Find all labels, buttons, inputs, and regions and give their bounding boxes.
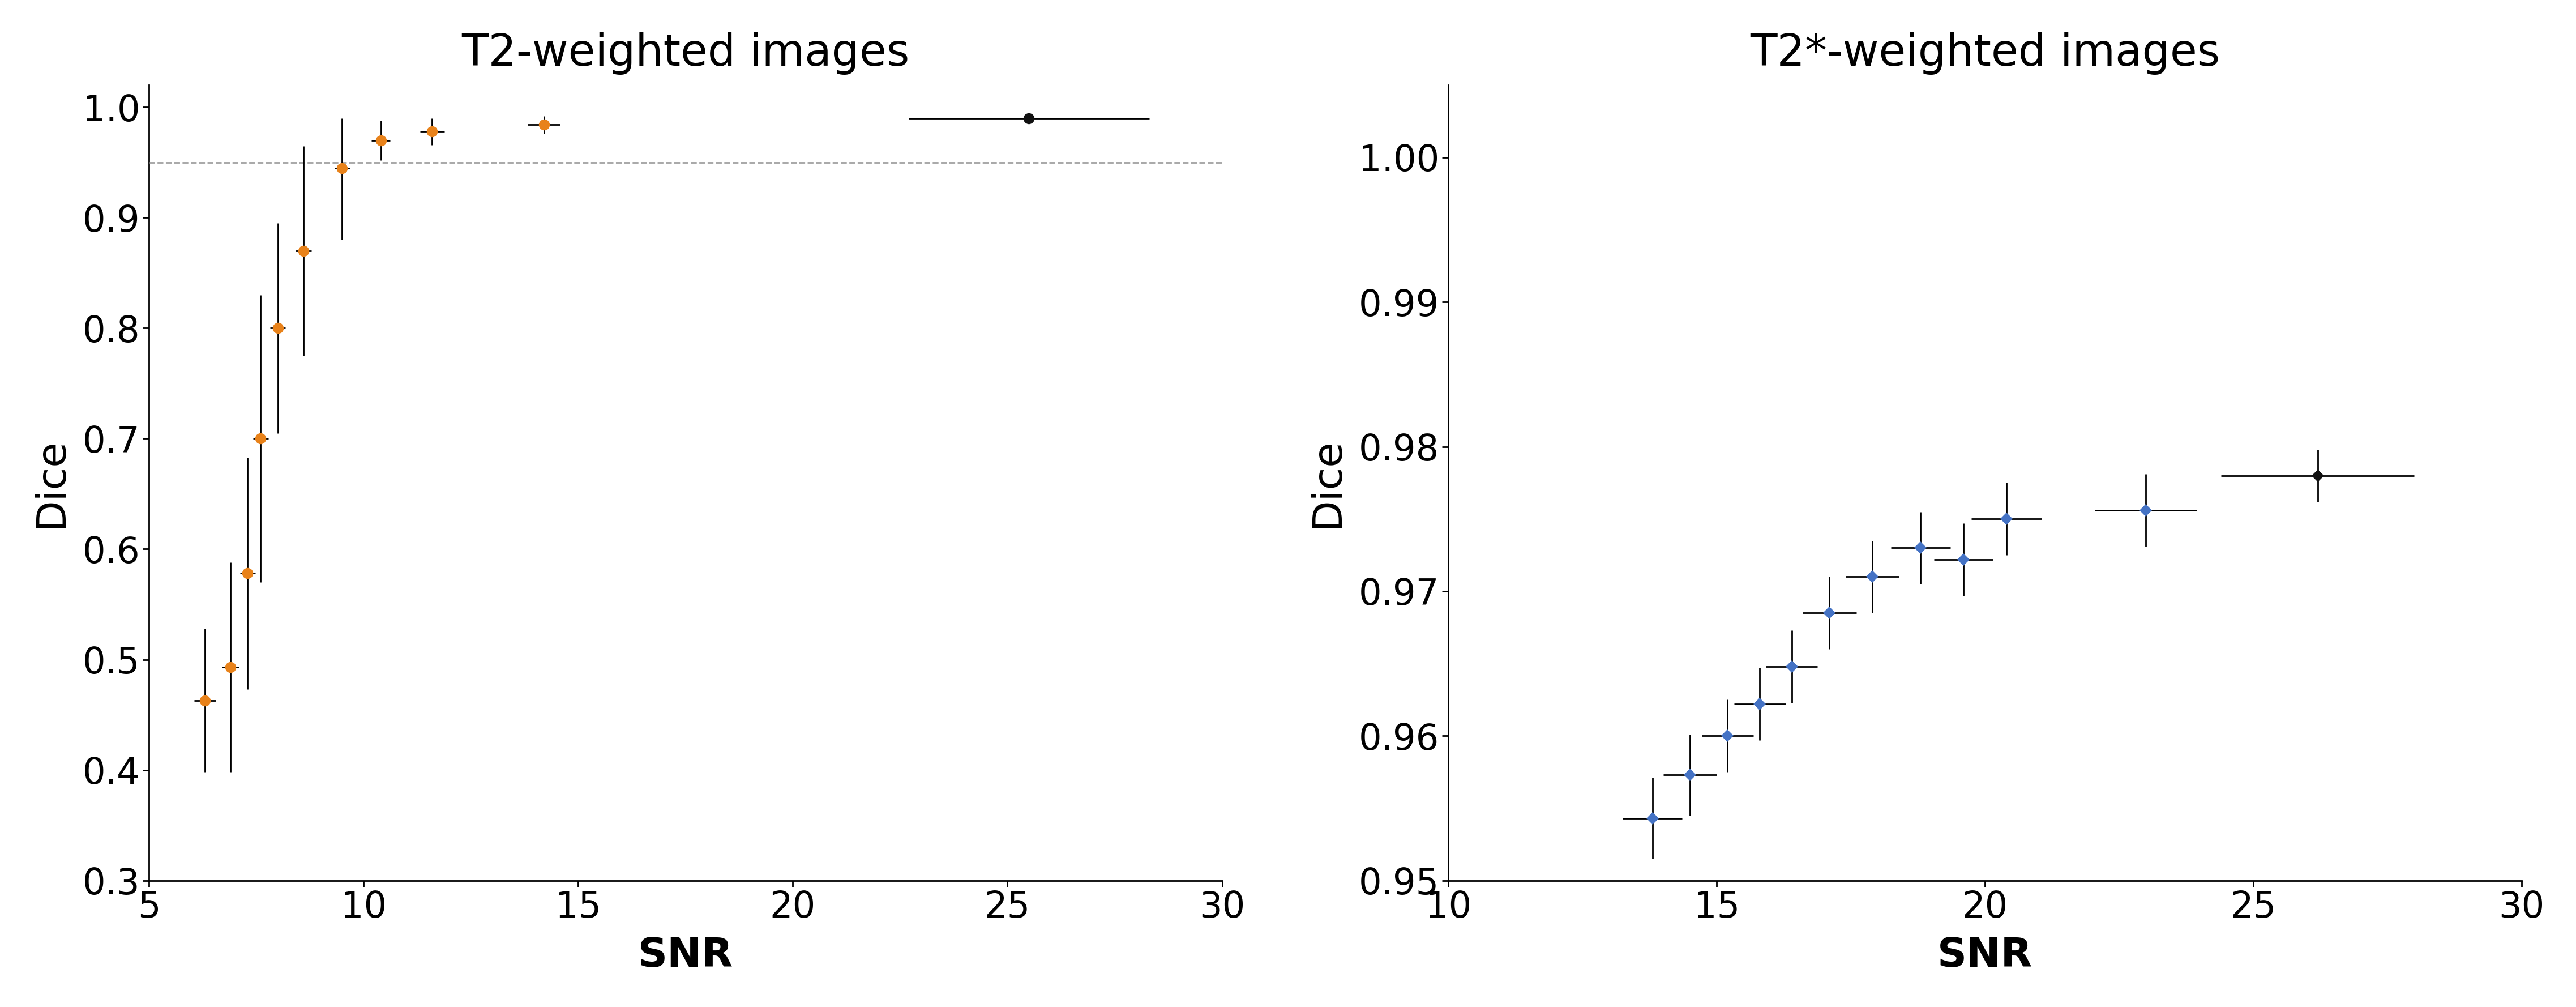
Y-axis label: Dice: Dice	[1309, 437, 1347, 528]
X-axis label: SNR: SNR	[1937, 937, 2032, 976]
Y-axis label: Dice: Dice	[31, 437, 70, 528]
Title: T2-weighted images: T2-weighted images	[461, 31, 909, 75]
Title: T2*-weighted images: T2*-weighted images	[1749, 31, 2221, 75]
X-axis label: SNR: SNR	[639, 937, 734, 976]
